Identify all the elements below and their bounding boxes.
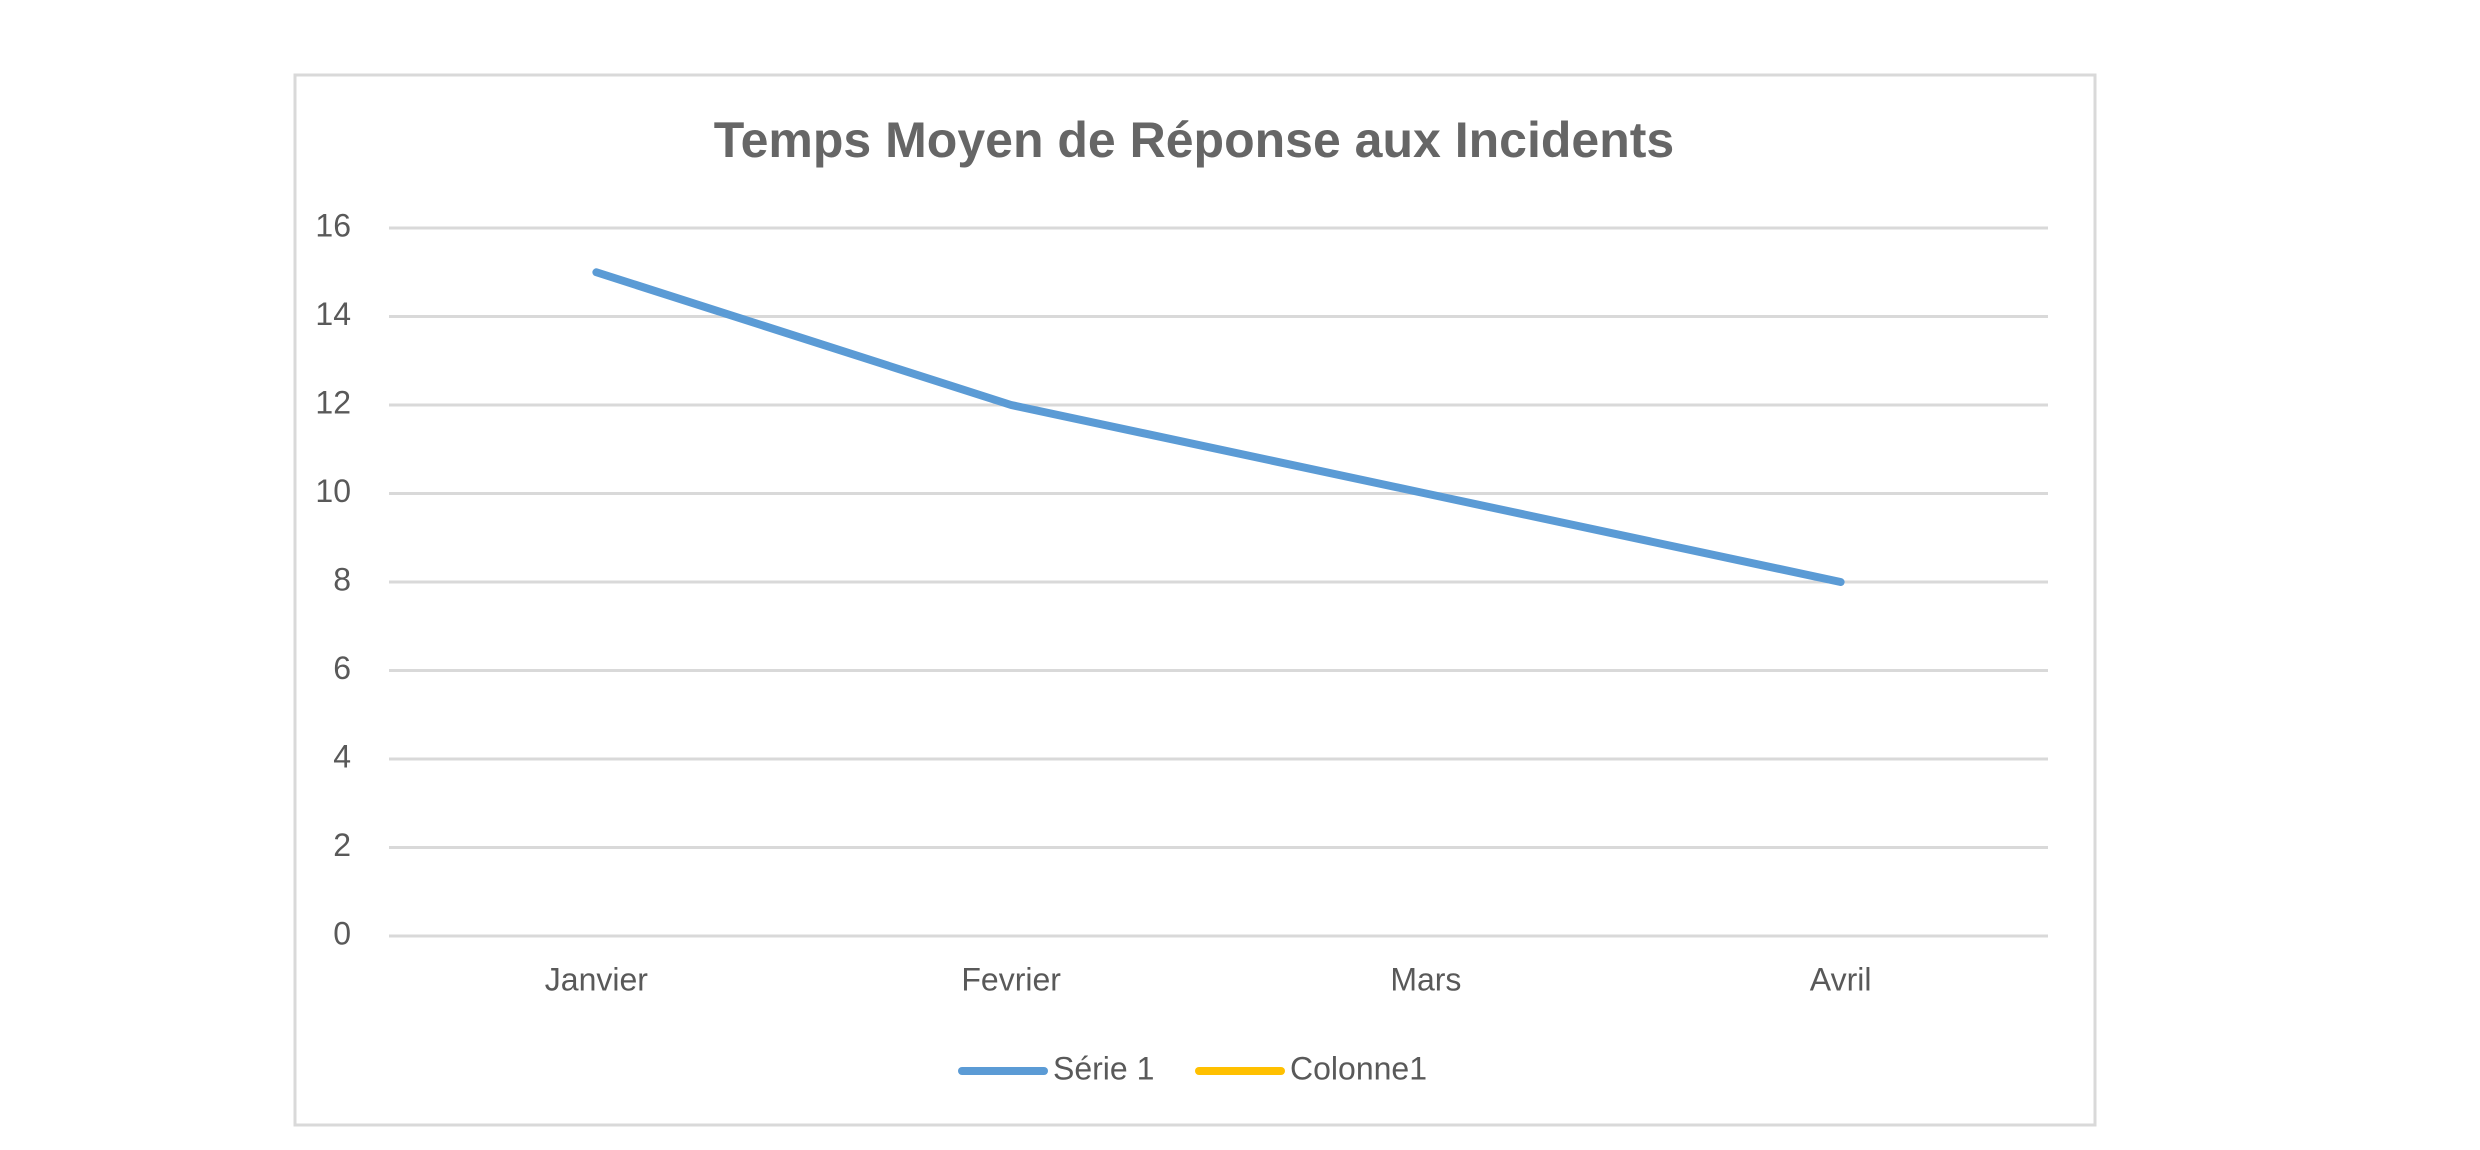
y-tick-label: 16: [315, 207, 351, 243]
series-line: [592, 268, 1845, 586]
legend-label: Série 1: [1053, 1050, 1154, 1086]
y-tick-label: 0: [333, 915, 351, 951]
x-tick-label: Janvier: [545, 961, 649, 997]
x-tick-label: Mars: [1390, 961, 1461, 997]
y-tick-label: 12: [315, 384, 351, 420]
x-tick-label: Avril: [1810, 961, 1872, 997]
y-tick-label: 6: [333, 650, 351, 686]
y-tick-label: 2: [333, 827, 351, 863]
y-tick-label: 14: [315, 296, 351, 332]
y-tick-label: 10: [315, 473, 351, 509]
y-tick-label: 8: [333, 561, 351, 597]
y-tick-label: 4: [333, 738, 351, 774]
x-tick-label: Fevrier: [961, 961, 1061, 997]
chart-frame: [293, 73, 2097, 1127]
legend-label: Colonne1: [1290, 1050, 1427, 1086]
chart-title: Temps Moyen de Réponse aux Incidents: [714, 112, 1674, 168]
